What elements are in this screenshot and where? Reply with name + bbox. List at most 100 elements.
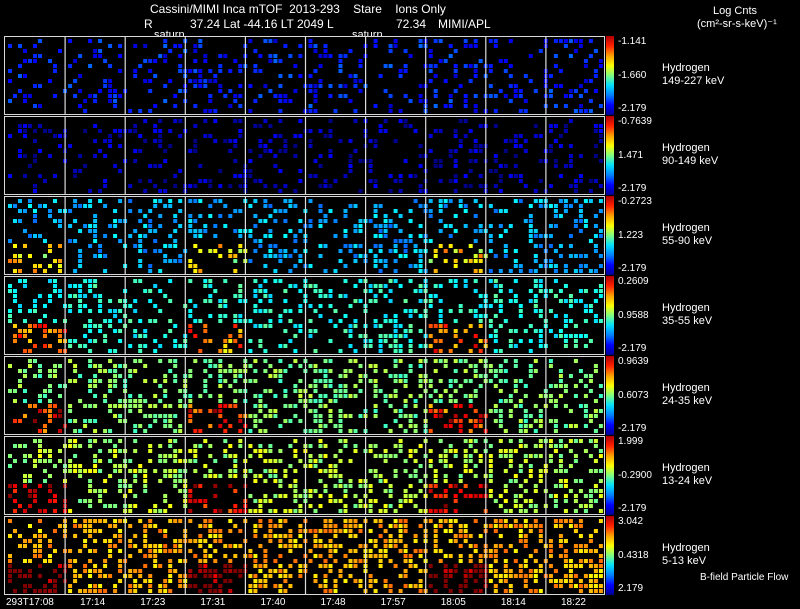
flux-cell [448, 574, 453, 578]
flux-cell [168, 579, 173, 583]
flux-cell [168, 144, 173, 148]
flux-cell [503, 94, 508, 98]
flux-cell [388, 64, 393, 68]
flux-cell [548, 549, 553, 553]
flux-cell [473, 289, 478, 293]
flux-cell [38, 394, 42, 398]
flux-cell [203, 574, 208, 578]
flux-cell [323, 379, 328, 383]
flux-cell [148, 424, 153, 428]
flux-cell [463, 379, 468, 383]
flux-cell [248, 444, 253, 448]
flux-cell [583, 559, 588, 563]
flux-cell [413, 289, 418, 293]
flux-cell [43, 424, 47, 428]
flux-cell [453, 149, 458, 153]
flux-cell [518, 89, 523, 93]
flux-cell [503, 319, 508, 323]
flux-cell [153, 349, 158, 353]
flux-cell [408, 344, 413, 348]
flux-cell [283, 469, 288, 473]
flux-cell [403, 399, 408, 403]
flux-cell [563, 39, 568, 43]
flux-cell [253, 309, 258, 313]
flux-cell [573, 184, 578, 188]
flux-cell [548, 184, 553, 188]
flux-cell [78, 254, 83, 258]
flux-cell [53, 279, 57, 283]
flux-cell [208, 79, 213, 83]
flux-cell [268, 324, 273, 328]
flux-cell [578, 94, 583, 98]
colorbar-max-label: -0.7639 [618, 116, 652, 127]
flux-cell [368, 509, 373, 513]
flux-cell [78, 284, 83, 288]
flux-cell [168, 469, 173, 473]
flux-cell [163, 494, 168, 498]
flux-cell [8, 574, 12, 578]
flux-cell [593, 409, 598, 413]
flux-cell [138, 569, 143, 573]
flux-cell [448, 384, 453, 388]
flux-cell [348, 394, 353, 398]
flux-cell [538, 564, 543, 568]
flux-cell [578, 104, 583, 108]
flux-cell [603, 494, 604, 498]
flux-cell [108, 349, 113, 353]
flux-cell [498, 324, 503, 328]
flux-cell [118, 94, 123, 98]
flux-cell [598, 384, 603, 388]
flux-cell [443, 454, 448, 458]
flux-cell [13, 289, 17, 293]
flux-cell [298, 544, 303, 548]
flux-cell [68, 39, 73, 43]
flux-cell [538, 424, 543, 428]
flux-cell [403, 49, 408, 53]
flux-cell [133, 404, 138, 408]
flux-cell [253, 404, 258, 408]
flux-cell [208, 569, 213, 573]
flux-cell [238, 84, 243, 88]
flux-cell [443, 494, 448, 498]
flux-cell [338, 459, 343, 463]
flux-cell [228, 404, 233, 408]
flux-cell [88, 359, 93, 363]
flux-cell [283, 254, 288, 258]
flux-cell [263, 404, 268, 408]
flux-cell [393, 409, 398, 413]
flux-cell [603, 39, 604, 43]
flux-cell [83, 304, 88, 308]
flux-cell [223, 419, 228, 423]
flux-cell [458, 119, 463, 123]
flux-cell [453, 284, 458, 288]
flux-cell [473, 344, 478, 348]
flux-cell [563, 494, 568, 498]
flux-cell [158, 309, 163, 313]
flux-cell [383, 284, 388, 288]
flux-cell [408, 314, 413, 318]
flux-cell [438, 459, 443, 463]
flux-cell [68, 339, 73, 343]
flux-cell [203, 564, 208, 568]
flux-cell [358, 279, 363, 283]
flux-cell [393, 319, 398, 323]
flux-cell [338, 84, 343, 88]
flux-cell [23, 389, 27, 393]
flux-cell [193, 44, 198, 48]
flux-cell [598, 564, 603, 568]
flux-cell [173, 479, 178, 483]
flux-cell [68, 469, 73, 473]
flux-cell [268, 524, 273, 528]
flux-cell [498, 449, 503, 453]
flux-cell [328, 294, 333, 298]
flux-cell [583, 304, 588, 308]
flux-cell [173, 359, 178, 363]
flux-cell [48, 484, 52, 488]
flux-cell [428, 149, 433, 153]
flux-cell [83, 279, 88, 283]
flux-cell [388, 109, 393, 113]
flux-cell [413, 429, 418, 433]
flux-cell [218, 574, 223, 578]
flux-cell [583, 264, 588, 268]
flux-cell [53, 364, 57, 368]
